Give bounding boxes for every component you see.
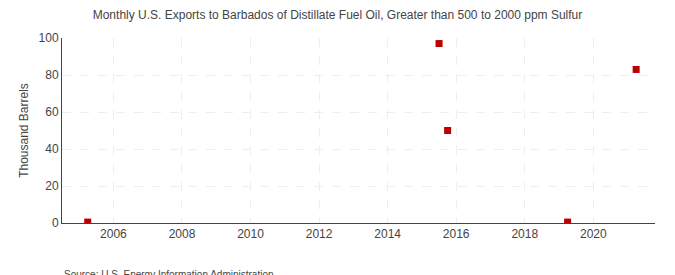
svg-text:Thousand Barrels: Thousand Barrels bbox=[17, 83, 31, 178]
svg-text:2008: 2008 bbox=[169, 227, 196, 241]
svg-text:60: 60 bbox=[45, 105, 59, 119]
svg-text:2016: 2016 bbox=[443, 227, 470, 241]
svg-text:2012: 2012 bbox=[306, 227, 333, 241]
svg-text:0: 0 bbox=[52, 216, 59, 230]
svg-text:2018: 2018 bbox=[511, 227, 538, 241]
svg-text:2010: 2010 bbox=[237, 227, 264, 241]
svg-text:2014: 2014 bbox=[374, 227, 401, 241]
svg-text:40: 40 bbox=[45, 142, 59, 156]
svg-text:20: 20 bbox=[45, 179, 59, 193]
svg-text:2020: 2020 bbox=[580, 227, 607, 241]
svg-text:80: 80 bbox=[45, 68, 59, 82]
svg-text:Source: U.S. Energy Informatio: Source: U.S. Energy Information Administ… bbox=[64, 269, 274, 275]
svg-text:2006: 2006 bbox=[100, 227, 127, 241]
svg-text:Monthly U.S. Exports to Barbad: Monthly U.S. Exports to Barbados of Dist… bbox=[93, 8, 583, 22]
svg-text:100: 100 bbox=[39, 31, 59, 45]
